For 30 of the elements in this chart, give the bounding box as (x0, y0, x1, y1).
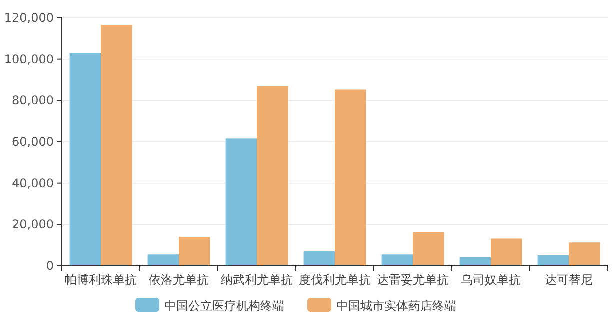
y-tick-label: 80,000 (12, 94, 54, 108)
bar (538, 255, 569, 266)
y-tick-label: 40,000 (12, 176, 54, 190)
x-tick-label: 乌司奴单抗 (461, 273, 521, 287)
y-tick-label: 0 (46, 259, 54, 273)
bar (491, 238, 522, 266)
bar (335, 90, 366, 266)
y-tick-label: 60,000 (12, 135, 54, 149)
y-tick-label: 120,000 (4, 11, 54, 25)
legend-label: 中国公立医疗机构终端 (164, 299, 284, 313)
bar (148, 254, 179, 266)
legend-label: 中国城市实体药店终端 (336, 299, 456, 313)
bar (569, 242, 600, 266)
x-tick-label: 纳武利尤单抗 (221, 273, 293, 287)
x-tick-label: 达可替尼 (545, 273, 593, 287)
bar (179, 237, 210, 266)
bar (304, 252, 335, 266)
bar (101, 25, 132, 266)
bar (460, 257, 491, 266)
bar (257, 86, 288, 266)
x-tick-label: 达雷妥尤单抗 (377, 273, 449, 287)
x-tick-label: 度伐利尤单抗 (299, 273, 371, 287)
bar (413, 232, 444, 266)
y-tick-label: 100,000 (4, 52, 54, 66)
bar (382, 254, 413, 266)
bar (70, 53, 101, 266)
y-tick-label: 20,000 (12, 218, 54, 232)
x-tick-label: 帕博利珠单抗 (65, 273, 137, 287)
x-tick-label: 依洛尤单抗 (149, 273, 209, 287)
bar (226, 138, 257, 266)
